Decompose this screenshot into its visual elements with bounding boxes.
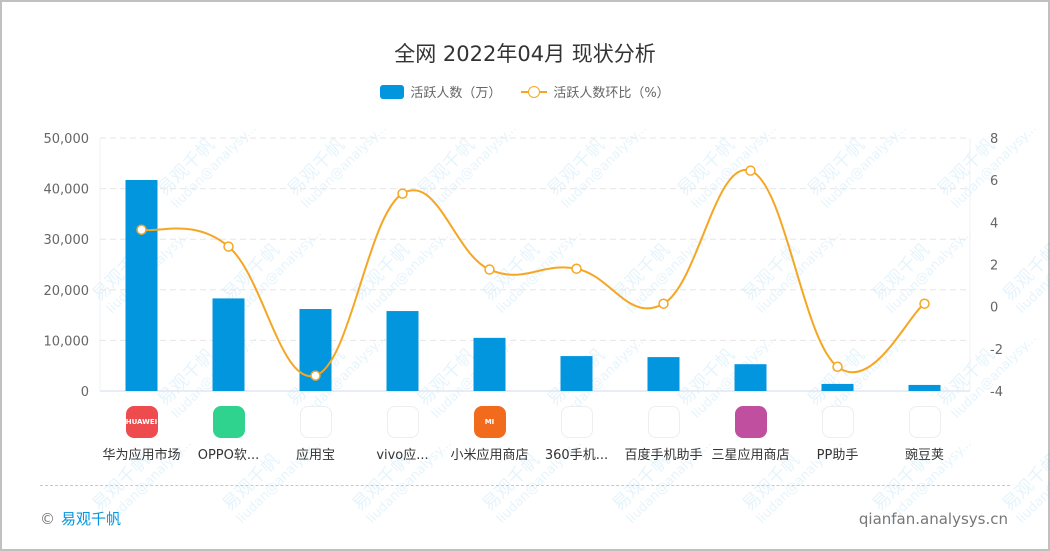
legend-label: 活跃人数（万） bbox=[410, 86, 502, 101]
line-point[interactable] bbox=[223, 241, 234, 252]
left-axis: 0 10,000 20,000 30,000 40,000 50,000 bbox=[44, 132, 90, 400]
bar-series bbox=[125, 179, 941, 391]
left-axis-tick: 40,000 bbox=[44, 183, 90, 198]
left-axis-tick: 0 bbox=[81, 385, 89, 400]
line-point[interactable] bbox=[745, 165, 756, 176]
chart-title: 全网 2022年04月 现状分析 bbox=[394, 42, 656, 66]
baidu-assistant-icon bbox=[647, 406, 680, 438]
legend-item-active-users[interactable]: 活跃人数（万） bbox=[380, 82, 501, 101]
bar[interactable] bbox=[734, 364, 767, 391]
left-axis-tick: 50,000 bbox=[44, 132, 90, 147]
wandoujia-icon bbox=[908, 406, 941, 438]
line-point[interactable] bbox=[919, 298, 930, 309]
legend-item-mom-change[interactable]: 活跃人数环比（%） bbox=[521, 82, 670, 101]
bar[interactable] bbox=[473, 337, 506, 391]
right-axis-tick: 0 bbox=[990, 301, 998, 316]
bar[interactable] bbox=[560, 356, 593, 391]
line-point[interactable] bbox=[397, 188, 408, 199]
left-axis-tick: 30,000 bbox=[44, 233, 90, 248]
bar[interactable] bbox=[212, 298, 245, 391]
brand-name: 易观千帆 bbox=[61, 510, 122, 528]
line-swatch-icon bbox=[521, 85, 548, 99]
category-label: 百度手机助手 bbox=[624, 448, 703, 463]
right-axis: -4 -2 0 2 4 6 8 bbox=[990, 132, 1003, 400]
line-point[interactable] bbox=[571, 263, 582, 274]
footer-site[interactable]: qianfan.analysys.cn bbox=[858, 510, 1008, 528]
chart-legend: 活跃人数（万） 活跃人数环比（%） bbox=[0, 82, 1050, 101]
line-point[interactable] bbox=[832, 361, 843, 373]
left-axis-tick: 20,000 bbox=[44, 284, 90, 299]
category-label: vivo应... bbox=[376, 448, 429, 463]
right-axis-tick: 6 bbox=[990, 174, 998, 189]
vivo-store-icon bbox=[386, 406, 419, 438]
right-axis-tick: 8 bbox=[990, 132, 998, 147]
left-axis-tick: 10,000 bbox=[44, 334, 90, 349]
line-point[interactable] bbox=[136, 224, 147, 235]
xiaomi-store-icon: MI bbox=[473, 406, 506, 438]
line-series bbox=[141, 168, 926, 378]
line-point[interactable] bbox=[658, 298, 669, 309]
pp-assistant-icon bbox=[821, 406, 854, 438]
category-label: PP助手 bbox=[816, 448, 859, 463]
right-axis-tick: -4 bbox=[990, 385, 1003, 400]
footer-brand: © 易观千帆 bbox=[40, 508, 121, 529]
right-axis-tick: -2 bbox=[990, 343, 1003, 358]
right-axis-tick: 4 bbox=[990, 216, 998, 231]
oppo-store-icon bbox=[212, 406, 245, 438]
bar[interactable] bbox=[821, 383, 854, 391]
right-axis-tick: 2 bbox=[990, 259, 998, 274]
copyright-icon: © bbox=[40, 510, 55, 528]
bar-swatch-icon bbox=[380, 84, 405, 99]
category-label: OPPO软... bbox=[197, 448, 260, 463]
line-points bbox=[136, 165, 930, 381]
bar[interactable] bbox=[386, 311, 419, 391]
category-label: 豌豆荚 bbox=[904, 448, 944, 463]
category-label: 三星应用商店 bbox=[711, 448, 790, 463]
bar[interactable] bbox=[125, 179, 158, 391]
yingyongbao-icon bbox=[299, 406, 332, 438]
samsung-store-icon bbox=[734, 406, 767, 438]
bar[interactable] bbox=[908, 384, 941, 391]
category-label: 小米应用商店 bbox=[450, 448, 529, 463]
huawei-appgallery-icon: HUAWEI bbox=[125, 406, 158, 438]
360-assistant-icon bbox=[560, 406, 593, 438]
category-label: 华为应用市场 bbox=[102, 448, 181, 463]
line-point[interactable] bbox=[310, 370, 321, 381]
bar[interactable] bbox=[647, 357, 680, 391]
line-point[interactable] bbox=[484, 264, 495, 275]
category-label: 360手机... bbox=[544, 448, 609, 463]
category-label: 应用宝 bbox=[295, 448, 335, 463]
footer-divider bbox=[40, 485, 1010, 486]
legend-label: 活跃人数环比（%） bbox=[553, 86, 670, 101]
